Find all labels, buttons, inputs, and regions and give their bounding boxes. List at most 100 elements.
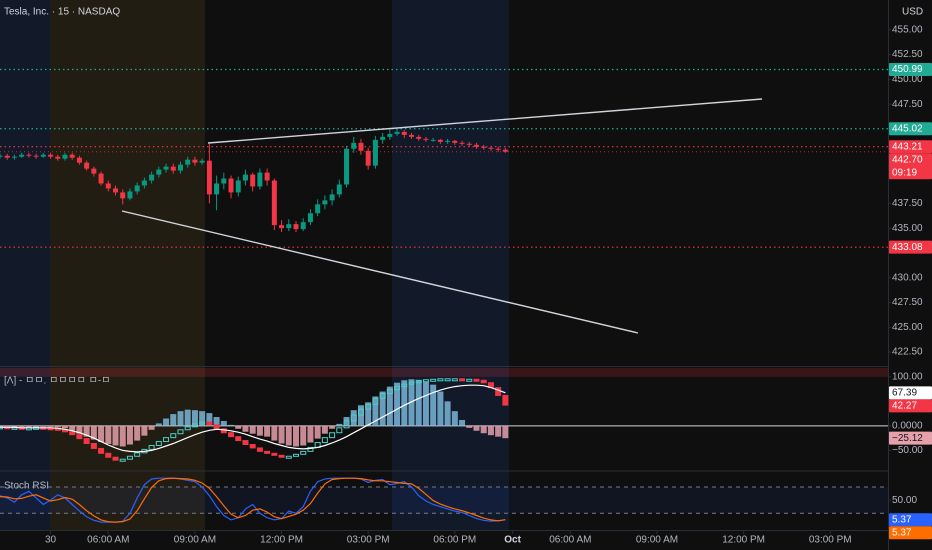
trend-line (121, 210, 639, 334)
oscillator-bar (401, 383, 408, 388)
axis-label-box (889, 140, 932, 154)
histogram-bar (112, 425, 119, 446)
oscillator-bar (69, 431, 76, 436)
candle-body (452, 140, 458, 143)
candle-body (76, 157, 82, 163)
candle-body (134, 185, 140, 192)
x-tick-label: Oct (504, 535, 521, 546)
oscillator-bar (256, 447, 263, 452)
candle-body (113, 188, 119, 193)
candle-body (387, 133, 393, 137)
histogram-bar (40, 425, 47, 427)
histogram-bar (134, 425, 141, 441)
y-tick-label: 450.00 (892, 74, 923, 85)
y-tick-label: 425.00 (892, 322, 923, 333)
axis-label: 5.37 (892, 514, 912, 525)
x-tick-label: 09:00 AM (636, 535, 678, 546)
candle-body (156, 169, 162, 175)
candle-body (105, 183, 111, 189)
candle-body (214, 183, 220, 195)
oscillator-bar (278, 454, 285, 458)
histogram-bar (119, 425, 126, 447)
histogram-bar (249, 425, 256, 434)
oscillator-bar (408, 381, 415, 385)
axis-label: 67.39 (892, 387, 917, 398)
after-hours-shade (392, 0, 509, 530)
histogram-bar (487, 425, 494, 436)
pane-title: [Λ] - ㅁㅁ. ㅁㅁㅁㅁ ㅁ-ㅁ (4, 376, 110, 387)
candle-body (423, 138, 429, 140)
y-tick-label: 100.00 (892, 371, 923, 382)
candle-body (120, 192, 126, 199)
histogram-bar (199, 411, 206, 426)
candle-body (459, 142, 465, 144)
histogram-bar (98, 425, 105, 443)
oscillator-bar (466, 378, 473, 382)
candle-body (300, 222, 306, 230)
candle-body (495, 148, 501, 150)
oscillator-bar (163, 437, 170, 443)
histogram-bar (213, 417, 220, 426)
candle-body (98, 173, 104, 184)
candle-body (26, 154, 32, 156)
candle-body (163, 166, 169, 170)
candle-body (394, 131, 400, 134)
histogram-bar (83, 425, 90, 437)
axis-label-box (889, 122, 932, 136)
oscillator-bar (126, 455, 133, 460)
oscillator-bar (76, 434, 83, 440)
oscillator-bar (357, 408, 364, 416)
oscillator-bar (177, 429, 184, 435)
candle-body (84, 162, 90, 169)
histogram-bar (379, 391, 386, 426)
oscillator-bar (264, 450, 271, 454)
candle-body (242, 174, 248, 181)
candle-body (257, 172, 263, 187)
candle-body (466, 143, 472, 145)
histogram-bar (264, 425, 271, 437)
candle-body (329, 194, 335, 201)
oscillator-bar (336, 427, 343, 434)
histogram-bar (451, 411, 458, 426)
histogram-bar (408, 379, 415, 426)
histogram-bar (69, 425, 76, 431)
candle-body (315, 204, 321, 214)
candle-body (322, 200, 328, 205)
x-tick-label: 09:00 AM (174, 535, 216, 546)
histogram-bar (415, 379, 422, 426)
candle-body (279, 225, 285, 229)
histogram-bar (502, 425, 509, 439)
x-tick-label: 03:00 PM (347, 535, 390, 546)
x-tick-label: 12:00 PM (260, 535, 303, 546)
upper-band (0, 368, 888, 377)
candle-body (437, 139, 443, 142)
histogram-bar (300, 425, 307, 446)
candle-body (481, 146, 487, 148)
candle-body (206, 160, 212, 195)
histogram-bar (155, 423, 162, 426)
oscillator-bar (386, 389, 393, 395)
y-tick-label: 427.50 (892, 297, 923, 308)
x-tick-label: 06:00 AM (87, 535, 129, 546)
candle-body (473, 144, 479, 147)
histogram-bar (466, 425, 473, 428)
price-axis (888, 0, 932, 550)
histogram-bar (473, 425, 480, 431)
histogram-bar (170, 414, 177, 426)
candle-body (127, 191, 133, 199)
candle-body (416, 136, 422, 139)
histogram-bar (61, 425, 68, 429)
pane-title: Stoch RSI (4, 481, 49, 492)
candle-body (91, 168, 97, 174)
candle-body (170, 166, 176, 171)
axis-label: 450.99 (892, 64, 923, 75)
x-tick-label: 06:00 PM (433, 535, 476, 546)
candle-body (40, 154, 46, 157)
histogram-bar (365, 402, 372, 426)
oscillator-bar (199, 421, 206, 425)
histogram-bar (191, 410, 198, 426)
histogram-bar (430, 384, 437, 426)
histogram-bar (422, 381, 429, 426)
